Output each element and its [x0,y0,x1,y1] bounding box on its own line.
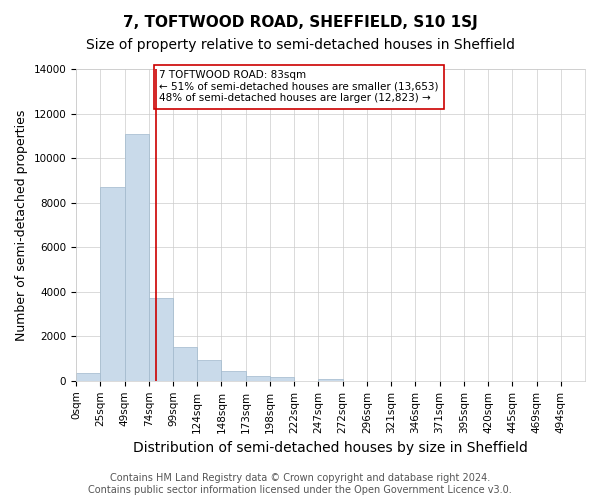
Bar [221,371,245,381]
Bar [270,378,294,381]
Bar [149,298,173,381]
Text: 7, TOFTWOOD ROAD, SHEFFIELD, S10 1SJ: 7, TOFTWOOD ROAD, SHEFFIELD, S10 1SJ [122,15,478,30]
Bar [319,378,343,381]
Bar [76,373,100,381]
X-axis label: Distribution of semi-detached houses by size in Sheffield: Distribution of semi-detached houses by … [133,441,528,455]
Y-axis label: Number of semi-detached properties: Number of semi-detached properties [15,109,28,340]
Text: Contains HM Land Registry data © Crown copyright and database right 2024.
Contai: Contains HM Land Registry data © Crown c… [88,474,512,495]
Bar [173,348,197,381]
Text: Size of property relative to semi-detached houses in Sheffield: Size of property relative to semi-detach… [86,38,515,52]
Text: 7 TOFTWOOD ROAD: 83sqm
← 51% of semi-detached houses are smaller (13,653)
48% of: 7 TOFTWOOD ROAD: 83sqm ← 51% of semi-det… [160,70,439,103]
Bar [245,376,270,381]
Bar [125,134,149,381]
Bar [100,187,125,381]
Bar [197,360,221,381]
